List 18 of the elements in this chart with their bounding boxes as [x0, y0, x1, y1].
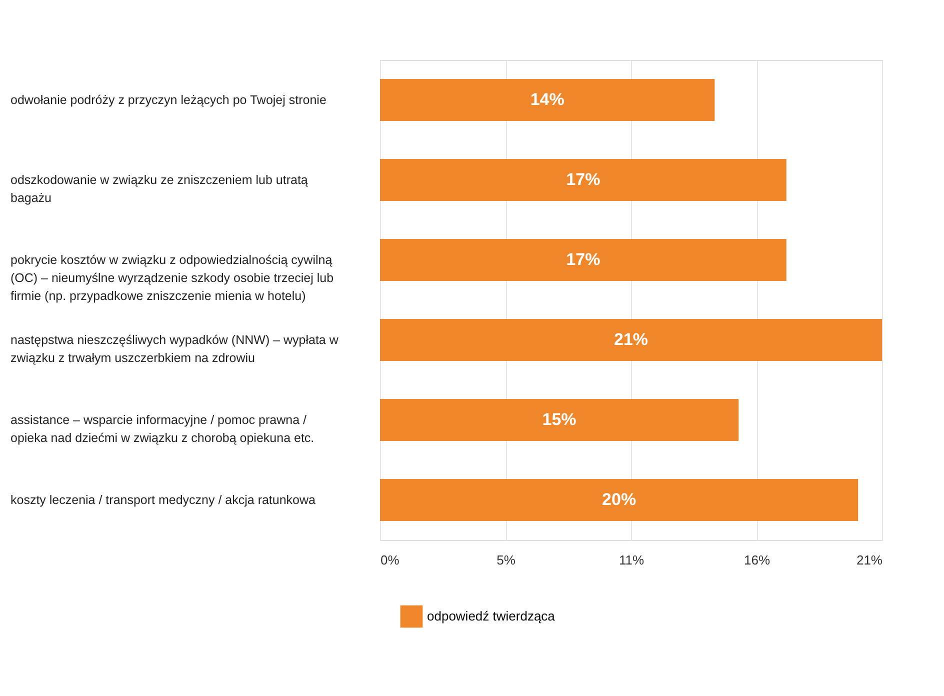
y-tick-label: następstwa nieszczęśliwych wypadków (NNW) – wypłata w związku z trwałym uszczerbkiem na zdrowiu: [10, 333, 340, 365]
y-tick-label: koszty leczenia / transport medyczny / akcja ratunkowa: [10, 493, 316, 507]
x-tick-label: 5%: [496, 552, 516, 568]
legend-label: odpowiedź twierdząca: [427, 608, 556, 624]
text: 14%: [530, 90, 564, 109]
text: 20%: [602, 490, 636, 509]
x-tick-label: 21%: [856, 552, 883, 568]
text: 15%: [542, 410, 576, 429]
y-tick-label: assistance – wsparcie informacyjne / pomoc prawna / opieka nad dziećmi w związku z chorobą opiekuna etc.: [10, 413, 314, 445]
y-tick-label: pokrycie kosztów w związku z odpowiedzialnością cywilną (OC) – nieumyślne wyrządzenie szkody osobie trzeciej lub firmie (np. przypadkowe zniszczenie mienia w hotelu): [10, 253, 334, 303]
y-tick-label: odwołanie podróży z przyczyn leżących po Twojej stronie: [10, 93, 326, 107]
x-tick-label: 0%: [380, 552, 400, 568]
text: 21%: [614, 330, 648, 349]
text: 17%: [566, 170, 600, 189]
x-tick-label: 11%: [618, 552, 644, 568]
y-tick-label: odszkodowanie w związku ze zniszczeniem lub utratą bagażu: [10, 173, 308, 205]
text: 17%: [566, 250, 600, 269]
x-tick-label: 16%: [744, 552, 770, 568]
